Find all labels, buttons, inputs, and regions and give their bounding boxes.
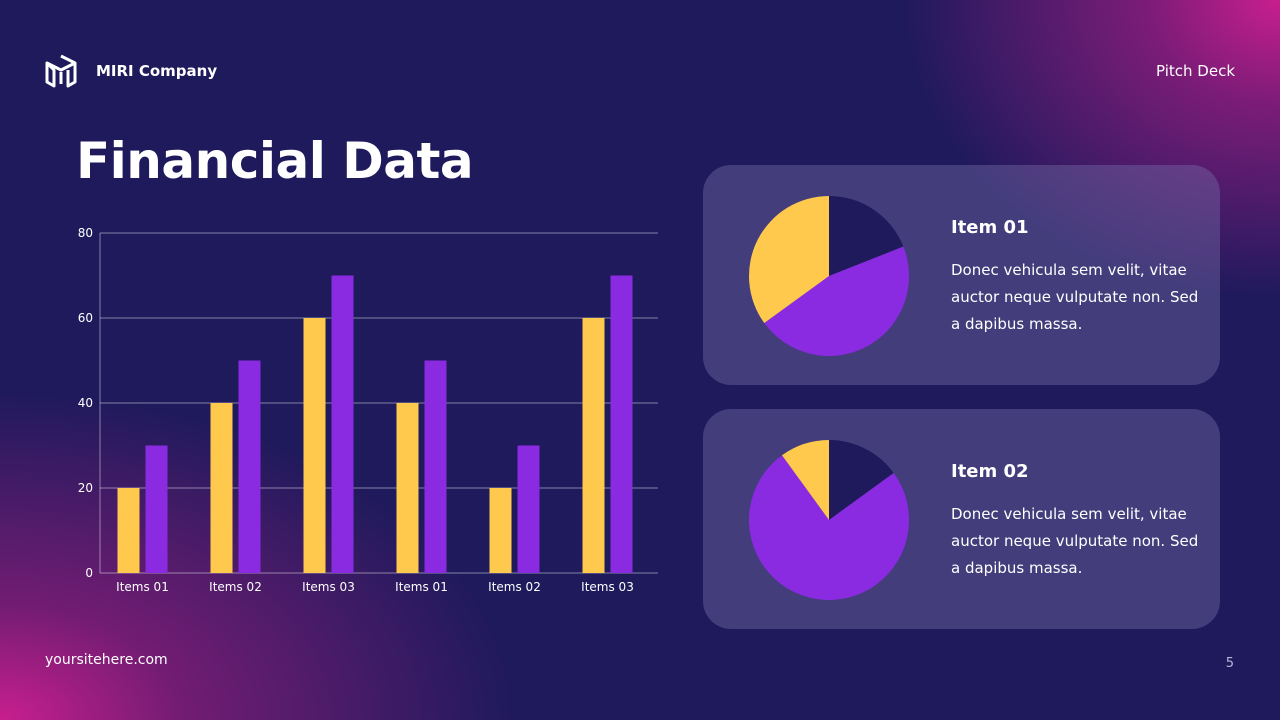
x-tick-label: Items 02 (488, 580, 541, 594)
card-item-02: Item 02 Donec vehicula sem velit, vitae … (703, 409, 1220, 629)
bar (117, 488, 140, 573)
pie-slice (829, 196, 904, 276)
website-link[interactable]: yoursitehere.com (45, 652, 168, 668)
page-number: 5 (1225, 656, 1234, 671)
bar (331, 275, 354, 573)
deck-label: Pitch Deck (1156, 62, 1235, 80)
x-tick-label: Items 01 (116, 580, 169, 594)
y-tick-label: 80 (78, 226, 93, 240)
bar (396, 403, 419, 573)
pie-slice (781, 440, 829, 520)
x-tick-label: Items 03 (581, 580, 634, 594)
bar-chart: 0 20 40 60 80 Items 01 Items 02 Items 03 Items 0… (78, 226, 658, 594)
card-text: Donec vehicula sem velit, vitae auctor n… (951, 261, 1199, 333)
x-tick-label: Items 01 (395, 580, 448, 594)
card-item-01: Item 01 Donec vehicula sem velit, vitae … (703, 165, 1220, 385)
pie-slice (829, 440, 894, 520)
y-tick-label: 20 (78, 481, 93, 495)
bar (489, 488, 512, 573)
bar (610, 275, 633, 573)
page-title: Financial Data (76, 132, 474, 190)
bar (145, 445, 168, 573)
y-tick-label: 40 (78, 396, 93, 410)
bar (424, 360, 447, 573)
company-logo-icon (45, 54, 77, 88)
card-title: Item 01 (951, 217, 1029, 238)
pie-chart-item-01 (749, 196, 909, 357)
card-title: Item 02 (951, 461, 1029, 482)
card-text: Donec vehicula sem velit, vitae auctor n… (951, 505, 1199, 577)
x-tick-label: Items 02 (209, 580, 262, 594)
pie-slice (749, 455, 909, 600)
bar (517, 445, 540, 573)
x-tick-label: Items 03 (302, 580, 355, 594)
y-tick-label: 0 (85, 566, 93, 580)
pie-slice (749, 196, 829, 324)
pie-slice (764, 246, 909, 357)
pie-chart-item-02 (749, 440, 909, 600)
bar (210, 403, 233, 573)
bar (582, 318, 605, 573)
company-name: MIRI Company (96, 62, 218, 80)
bar (303, 318, 326, 573)
y-tick-label: 60 (78, 311, 93, 325)
bar (238, 360, 261, 573)
